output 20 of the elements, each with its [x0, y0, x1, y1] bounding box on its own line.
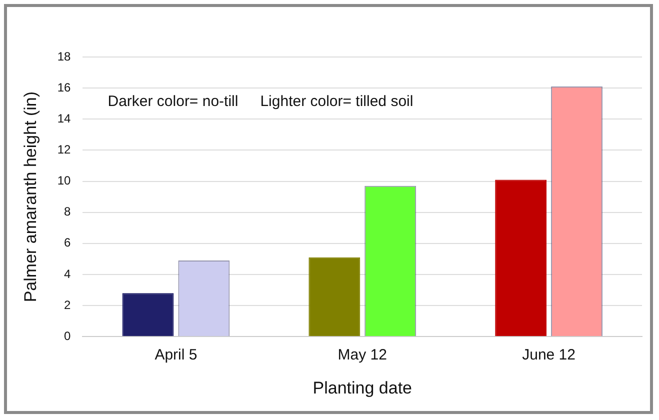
- bar: [495, 180, 547, 336]
- y-tick-label: 6: [64, 236, 72, 250]
- y-axis-title: Palmer amaranth height (in): [20, 91, 40, 302]
- x-tick-label: June 12: [522, 346, 576, 364]
- y-tick-label: 4: [64, 266, 72, 281]
- y-tick-label: 16: [57, 80, 72, 94]
- x-tick-label: May 12: [338, 346, 387, 364]
- y-tick-label: 8: [64, 204, 72, 219]
- y-tick-label: 12: [57, 142, 72, 157]
- y-tick-label: 2: [64, 298, 72, 312]
- bar: [308, 257, 360, 336]
- x-axis-title: Planting date: [312, 378, 412, 398]
- annotation: Lighter color= tilled soil: [260, 93, 414, 110]
- y-tick-label: 10: [57, 174, 72, 188]
- y-tick-label: 18: [57, 49, 72, 64]
- y-tick-label: 14: [57, 111, 72, 126]
- bar: [122, 293, 174, 336]
- y-tick-label: 0: [64, 328, 72, 343]
- x-tick-label: April 5: [154, 346, 198, 364]
- annotation: Darker color= no-till: [108, 93, 238, 110]
